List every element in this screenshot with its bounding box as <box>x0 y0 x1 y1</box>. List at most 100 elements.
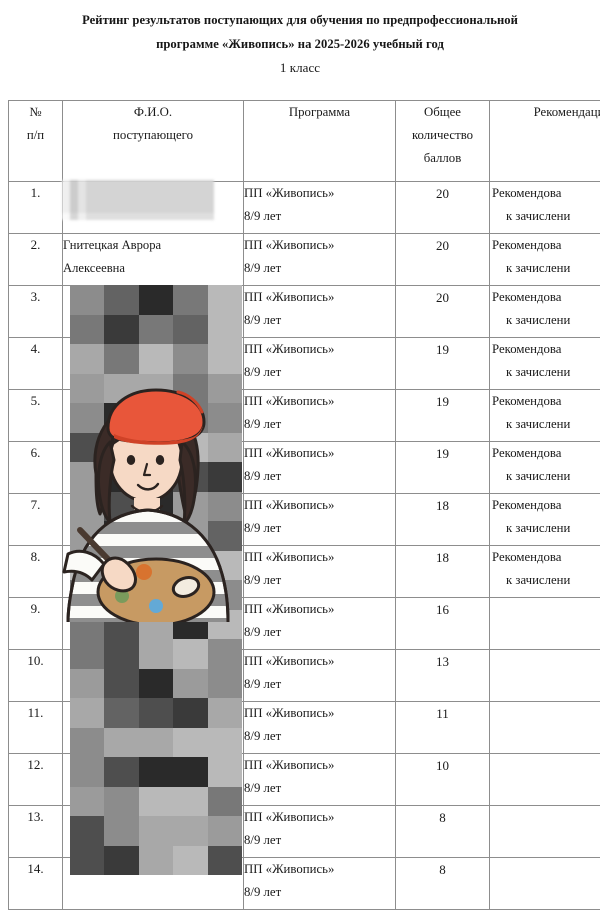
redaction-block <box>139 610 174 640</box>
redaction-block <box>104 403 139 433</box>
redaction-block <box>104 433 139 463</box>
recommendation-line2: к зачислени <box>490 309 600 332</box>
title-line-3: 1 класс <box>0 56 600 80</box>
program-age-range: 8/9 лет <box>244 361 395 384</box>
recommendation-line1: Рекомендова <box>490 494 600 517</box>
header-score-line1: Общее <box>396 101 489 124</box>
program-name: ПП «Живопись» <box>244 754 395 777</box>
cell-program: ПП «Живопись»8/9 лет <box>244 546 396 598</box>
cell-row-number: 2. <box>9 234 63 286</box>
redaction-block <box>104 315 139 345</box>
cell-program: ПП «Живопись»8/9 лет <box>244 390 396 442</box>
redaction-block <box>208 521 242 551</box>
redaction-block <box>104 816 139 846</box>
recommendation-line2: к зачислени <box>490 465 600 488</box>
redaction-block <box>104 521 139 551</box>
table-header: № п/п Ф.И.О. поступающего Программа Обще… <box>9 101 600 182</box>
redaction-block <box>70 315 105 345</box>
program-name: ПП «Живопись» <box>244 182 395 205</box>
redaction-block <box>173 846 208 876</box>
recommendation-line1: Рекомендова <box>490 234 600 257</box>
cell-recommendation <box>490 754 600 806</box>
recommendation-line2: к зачислени <box>490 569 600 592</box>
redaction-block <box>70 433 105 463</box>
cell-row-number: 14. <box>9 858 63 910</box>
program-age-range: 8/9 лет <box>244 569 395 592</box>
redaction-block <box>208 285 242 315</box>
document-title-block: Рейтинг результатов поступающих для обуч… <box>0 0 600 80</box>
cell-total-score: 20 <box>396 234 490 286</box>
cell-program: ПП «Живопись»8/9 лет <box>244 182 396 234</box>
redaction-blur-row-1 <box>62 180 214 220</box>
redaction-block <box>208 669 242 699</box>
cell-row-number: 4. <box>9 338 63 390</box>
header-row: № п/п Ф.И.О. поступающего Программа Обще… <box>9 101 600 182</box>
redaction-block <box>208 639 242 669</box>
cell-total-score: 18 <box>396 494 490 546</box>
redaction-block <box>173 787 208 817</box>
redaction-block <box>139 580 174 610</box>
cell-program: ПП «Живопись»8/9 лет <box>244 494 396 546</box>
redaction-block <box>208 403 242 433</box>
cell-row-number: 7. <box>9 494 63 546</box>
redaction-block <box>173 403 208 433</box>
program-name: ПП «Живопись» <box>244 338 395 361</box>
redaction-block <box>70 669 105 699</box>
cell-total-score: 19 <box>396 338 490 390</box>
redaction-block <box>173 344 208 374</box>
redaction-block <box>139 787 174 817</box>
header-score-line2: количество <box>396 124 489 147</box>
redaction-block <box>173 698 208 728</box>
program-name: ПП «Живопись» <box>244 858 395 881</box>
recommendation-line1: Рекомендова <box>490 390 600 413</box>
program-age-range: 8/9 лет <box>244 621 395 644</box>
program-name: ПП «Живопись» <box>244 390 395 413</box>
recommendation-line2: к зачислени <box>490 413 600 436</box>
redaction-block <box>104 610 139 640</box>
cell-total-score: 19 <box>396 390 490 442</box>
header-fullname-line2: поступающего <box>63 124 243 147</box>
redaction-block <box>104 728 139 758</box>
redaction-block <box>70 757 105 787</box>
applicant-name-line2: Алексеевна <box>63 257 243 280</box>
cell-row-number: 10. <box>9 650 63 702</box>
program-name: ПП «Живопись» <box>244 234 395 257</box>
redaction-block <box>70 698 105 728</box>
redaction-block <box>139 344 174 374</box>
redaction-block <box>139 846 174 876</box>
cell-row-number: 1. <box>9 182 63 234</box>
redaction-block <box>104 580 139 610</box>
redaction-block <box>70 285 105 315</box>
redaction-block <box>173 816 208 846</box>
cell-program: ПП «Живопись»8/9 лет <box>244 754 396 806</box>
header-recommendation: Рекомендаци <box>490 101 600 182</box>
cell-program: ПП «Живопись»8/9 лет <box>244 806 396 858</box>
header-program-line1: Программа <box>244 101 395 124</box>
redaction-block <box>139 698 174 728</box>
cell-row-number: 6. <box>9 442 63 494</box>
redaction-block <box>208 433 242 463</box>
redaction-block <box>139 433 174 463</box>
program-age-range: 8/9 лет <box>244 829 395 852</box>
redaction-block <box>70 728 105 758</box>
redaction-block <box>139 521 174 551</box>
recommendation-line2: к зачислени <box>490 517 600 540</box>
redaction-block <box>208 374 242 404</box>
recommendation-line1: Рекомендова <box>490 546 600 569</box>
redaction-block <box>173 492 208 522</box>
applicant-name-line1: Гнитецкая Аврора <box>63 234 243 257</box>
redaction-block <box>70 610 105 640</box>
program-age-range: 8/9 лет <box>244 257 395 280</box>
redaction-block <box>208 846 242 876</box>
cell-recommendation <box>490 858 600 910</box>
redaction-block <box>208 728 242 758</box>
cell-total-score: 8 <box>396 806 490 858</box>
title-line-1: Рейтинг результатов поступающих для обуч… <box>0 8 600 32</box>
redaction-block <box>208 757 242 787</box>
redaction-block <box>173 462 208 492</box>
redaction-block <box>173 610 208 640</box>
redaction-block <box>139 374 174 404</box>
cell-total-score: 10 <box>396 754 490 806</box>
